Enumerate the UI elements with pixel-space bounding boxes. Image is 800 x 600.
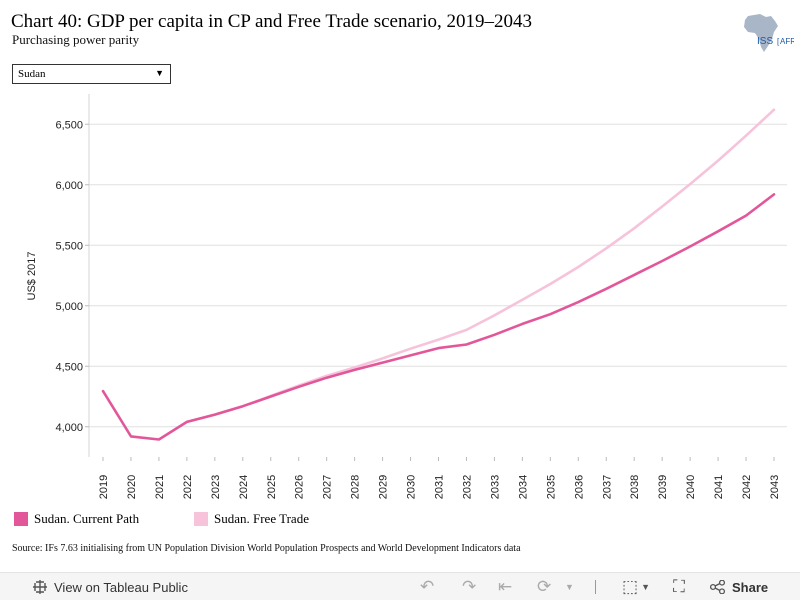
x-tick-label: 2037 [601, 475, 613, 499]
series-line-current-path[interactable] [101, 193, 776, 441]
x-tick-label: 2025 [266, 475, 278, 499]
africa-map-icon [744, 14, 778, 52]
view-on-tableau-button[interactable]: View on Tableau Public [33, 573, 188, 600]
x-tick-label: 2042 [741, 475, 753, 499]
share-icon [710, 580, 726, 594]
redo-icon[interactable]: ↷ [462, 577, 477, 596]
iss-africa-logo: ISS [ AFRICA [738, 12, 800, 54]
x-tick-label: 2032 [461, 475, 473, 499]
x-axis-ticks: 2019 2020 2021 2022 2023 2024 2025 2026 2027 2028… [98, 457, 781, 499]
x-tick-label: 2031 [434, 475, 446, 499]
refresh-icon[interactable]: ⟳ [537, 577, 552, 596]
x-tick-label: 2043 [769, 475, 781, 499]
x-tick-label: 2024 [238, 475, 250, 499]
x-tick-label: 2030 [406, 475, 418, 499]
source-note: Source: IFs 7.63 initialising from UN Po… [12, 543, 521, 554]
x-tick-label: 2036 [573, 475, 585, 499]
gridlines [89, 123, 787, 428]
logo-text: ISS [757, 36, 773, 47]
logo-suffix: AFRICA [780, 37, 794, 46]
view-on-tableau-label: View on Tableau Public [54, 579, 188, 595]
chevron-down-icon: ▼ [155, 68, 164, 78]
revert-icon[interactable]: ⇤ [498, 577, 513, 596]
y-tick-label: 6,500 [55, 119, 83, 131]
x-tick-label: 2038 [629, 475, 641, 499]
chart-subtitle: Purchasing power parity [12, 32, 140, 47]
legend-item-current-path[interactable]: Sudan. Current Path [14, 509, 139, 529]
y-axis-ticks: 4,000 4,500 5,000 5,500 6,000 6,500 [55, 119, 89, 434]
y-tick-label: 4,000 [55, 422, 83, 434]
tableau-logo-icon [33, 580, 47, 594]
legend-swatch-current-path [14, 512, 28, 526]
country-filter-dropdown[interactable]: Sudan ▼ [12, 64, 171, 84]
tableau-toolbar: View on Tableau Public ↶ ↷ ⇤ ⟳ ▼ ⬚ ▼ ⛶ Sh… [0, 572, 800, 600]
country-filter-value: Sudan [18, 68, 46, 80]
x-tick-label: 2040 [685, 475, 697, 499]
x-tick-label: 2022 [182, 475, 194, 499]
x-tick-label: 2033 [489, 475, 501, 499]
legend-label-current-path: Sudan. Current Path [34, 511, 140, 526]
chart-title: Chart 40: GDP per capita in CP and Free … [11, 11, 533, 32]
legend-label-free-trade: Sudan. Free Trade [214, 511, 309, 526]
undo-icon[interactable]: ↶ [420, 577, 435, 596]
y-tick-label: 5,000 [55, 301, 83, 313]
y-tick-label: 4,500 [55, 361, 83, 373]
x-tick-label: 2041 [713, 475, 725, 499]
x-tick-label: 2026 [294, 475, 306, 499]
svg-text:[: [ [777, 37, 780, 46]
share-button[interactable]: Share [710, 573, 768, 600]
x-tick-label: 2029 [378, 475, 390, 499]
series-lines [101, 108, 776, 441]
x-tick-label: 2039 [657, 475, 669, 499]
y-tick-label: 6,000 [55, 180, 83, 192]
legend-swatch-free-trade [194, 512, 208, 526]
x-tick-label: 2023 [210, 475, 222, 499]
y-axis-title: US$ 2017 [26, 252, 38, 301]
x-tick-label: 2021 [154, 475, 166, 499]
legend-item-free-trade[interactable]: Sudan. Free Trade [194, 509, 309, 529]
fullscreen-icon[interactable]: ⛶ [673, 577, 685, 596]
series-line-free-trade[interactable] [185, 108, 776, 424]
share-label: Share [732, 579, 769, 595]
x-tick-label: 2027 [322, 475, 334, 499]
x-tick-label: 2034 [517, 475, 529, 499]
toolbar-divider [595, 580, 596, 594]
x-tick-label: 2035 [545, 475, 557, 499]
download-icon[interactable]: ⬚ ▼ [622, 577, 650, 596]
x-tick-label: 2028 [350, 475, 362, 499]
x-tick-label: 2019 [98, 475, 110, 499]
refresh-menu-chevron-icon[interactable]: ▼ [565, 582, 574, 592]
y-tick-label: 5,500 [55, 240, 83, 252]
x-tick-label: 2020 [126, 475, 138, 499]
